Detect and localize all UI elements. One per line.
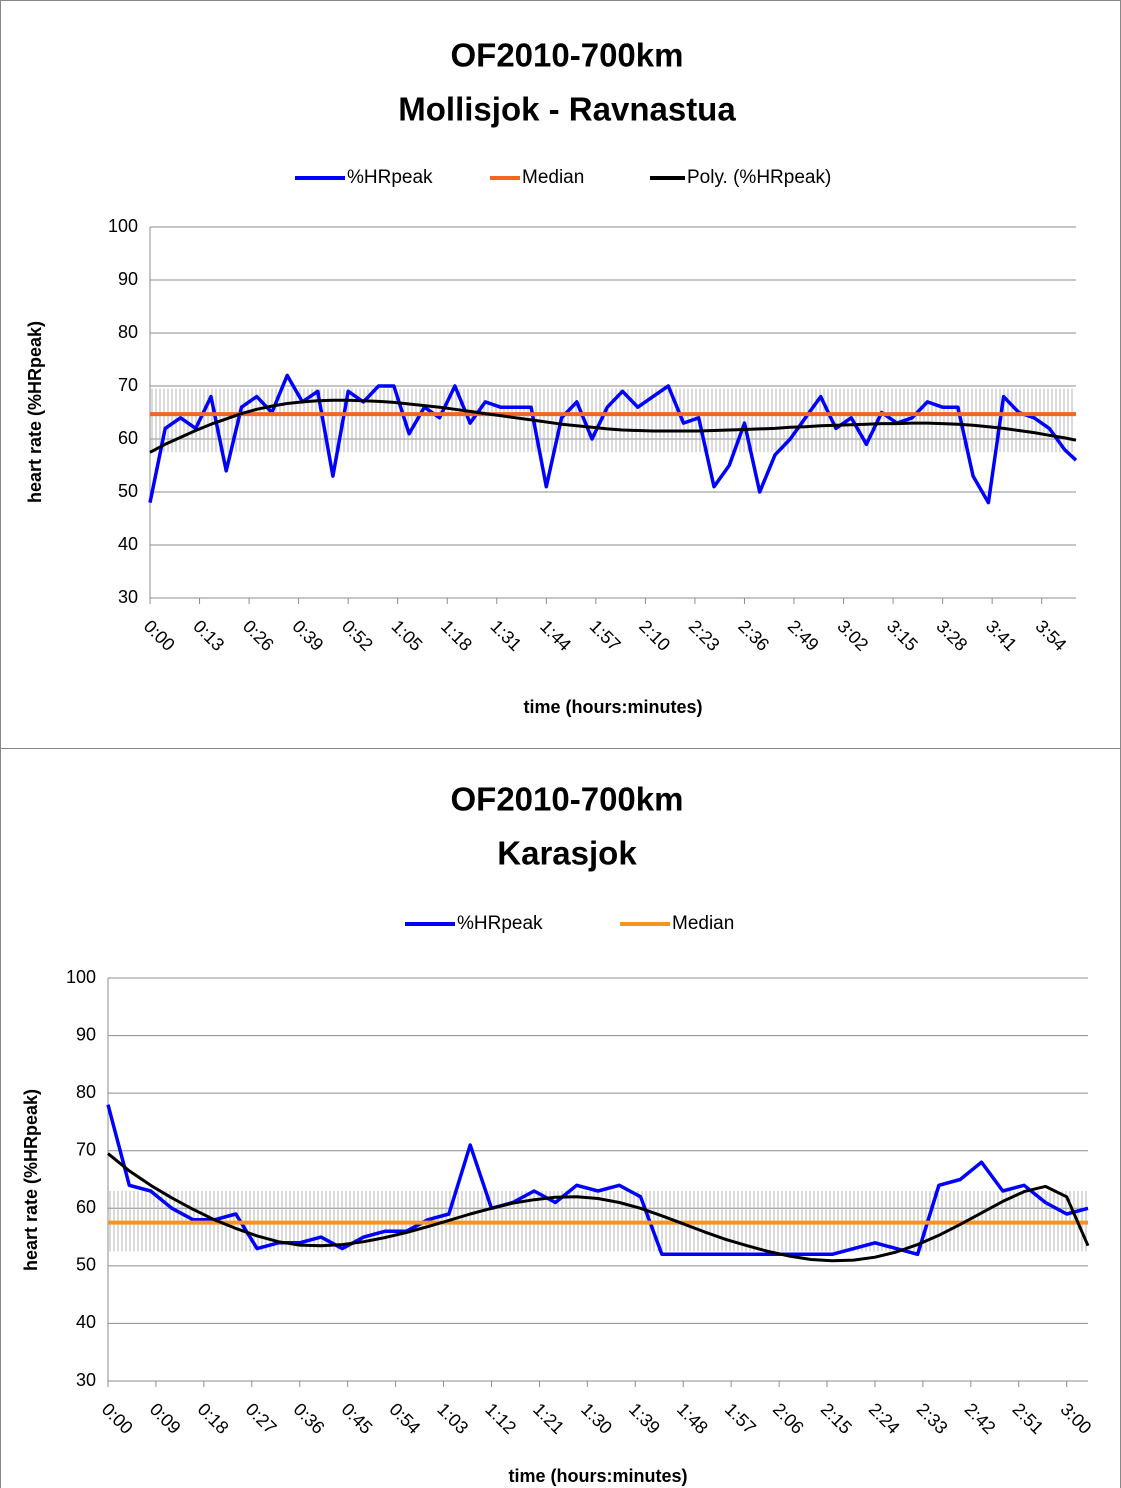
y-tick-label: 70 bbox=[118, 375, 138, 395]
chart-title: OF2010-700km bbox=[451, 37, 684, 74]
y-tick-label: 60 bbox=[118, 428, 138, 448]
x-tick-label: 1:05 bbox=[388, 616, 427, 655]
x-tick-label: 0:13 bbox=[189, 616, 228, 655]
x-tick-label: 0:26 bbox=[239, 616, 278, 655]
x-tick-label: 1:18 bbox=[437, 616, 476, 655]
x-tick-label: 1:57 bbox=[721, 1399, 760, 1438]
x-tick-label: 1:21 bbox=[529, 1399, 568, 1438]
x-tick-label: 2:24 bbox=[865, 1399, 904, 1438]
y-tick-label: 90 bbox=[76, 1024, 96, 1044]
trend-line bbox=[107, 1152, 1090, 1263]
y-tick-label: 50 bbox=[76, 1255, 96, 1275]
x-tick-label: 0:45 bbox=[337, 1399, 376, 1438]
legend-label: %HRpeak bbox=[347, 167, 433, 188]
series-line bbox=[106, 1104, 1089, 1257]
x-tick-label: 2:36 bbox=[734, 616, 773, 655]
chart-title: OF2010-700km bbox=[451, 781, 684, 818]
chart-subtitle: Karasjok bbox=[497, 835, 637, 872]
x-tick-label: 1:31 bbox=[487, 616, 526, 655]
x-tick-label: 1:39 bbox=[625, 1399, 664, 1438]
x-tick-label: 3:28 bbox=[932, 616, 971, 655]
x-tick-label: 1:48 bbox=[673, 1399, 712, 1438]
legend-label: Median bbox=[672, 913, 734, 934]
legend-label: Median bbox=[522, 167, 584, 188]
x-tick-label: 1:03 bbox=[433, 1399, 472, 1438]
legend-label: %HRpeak bbox=[457, 913, 543, 934]
y-tick-label: 100 bbox=[66, 967, 96, 987]
range-band bbox=[151, 388, 1073, 453]
y-tick-label: 80 bbox=[118, 322, 138, 342]
y-tick-label: 40 bbox=[76, 1312, 96, 1332]
x-tick-label: 2:33 bbox=[913, 1399, 952, 1438]
y-tick-label: 60 bbox=[76, 1197, 96, 1217]
x-tick-label: 0:00 bbox=[140, 616, 179, 655]
x-tick-label: 2:49 bbox=[784, 616, 823, 655]
x-tick-label: 1:12 bbox=[481, 1399, 520, 1438]
x-axis-title: time (hours:minutes) bbox=[523, 697, 702, 717]
x-tick-label: 2:42 bbox=[961, 1399, 1000, 1438]
x-tick-label: 2:10 bbox=[635, 616, 674, 655]
x-tick-label: 1:44 bbox=[536, 616, 575, 655]
x-tick-label: 2:51 bbox=[1009, 1399, 1048, 1438]
x-tick-label: 2:15 bbox=[817, 1399, 856, 1438]
y-tick-label: 40 bbox=[118, 534, 138, 554]
y-tick-label: 90 bbox=[118, 269, 138, 289]
x-tick-label: 0:09 bbox=[146, 1399, 185, 1438]
x-tick-label: 0:27 bbox=[242, 1399, 281, 1438]
x-tick-label: 1:57 bbox=[586, 616, 625, 655]
y-axis-title: heart rate (%HRpeak) bbox=[25, 321, 45, 503]
y-tick-label: 30 bbox=[118, 587, 138, 607]
x-axis-title: time (hours:minutes) bbox=[508, 1466, 687, 1486]
x-tick-label: 2:06 bbox=[769, 1399, 808, 1438]
x-tick-label: 1:30 bbox=[577, 1399, 616, 1438]
x-tick-label: 3:15 bbox=[883, 616, 922, 655]
y-axis-title: heart rate (%HRpeak) bbox=[21, 1089, 41, 1271]
y-tick-label: 70 bbox=[76, 1139, 96, 1159]
y-tick-label: 30 bbox=[76, 1370, 96, 1390]
x-tick-label: 3:41 bbox=[982, 616, 1021, 655]
x-tick-label: 0:36 bbox=[290, 1399, 329, 1438]
x-tick-label: 2:23 bbox=[685, 616, 724, 655]
y-tick-label: 80 bbox=[76, 1082, 96, 1102]
x-tick-label: 3:54 bbox=[1032, 616, 1071, 655]
x-tick-label: 0:18 bbox=[194, 1399, 233, 1438]
legend-label: Poly. (%HRpeak) bbox=[687, 167, 831, 188]
x-tick-label: 3:02 bbox=[833, 616, 872, 655]
x-tick-label: 0:52 bbox=[338, 616, 377, 655]
x-tick-label: 0:39 bbox=[288, 616, 327, 655]
series-line bbox=[148, 373, 1078, 505]
series-line bbox=[149, 398, 1077, 454]
x-tick-label: 0:00 bbox=[98, 1399, 137, 1438]
x-tick-label: 3:00 bbox=[1057, 1399, 1096, 1438]
y-tick-label: 50 bbox=[118, 481, 138, 501]
x-tick-label: 0:54 bbox=[385, 1399, 424, 1438]
y-tick-label: 100 bbox=[108, 216, 138, 236]
chart-subtitle: Mollisjok - Ravnastua bbox=[398, 91, 736, 128]
